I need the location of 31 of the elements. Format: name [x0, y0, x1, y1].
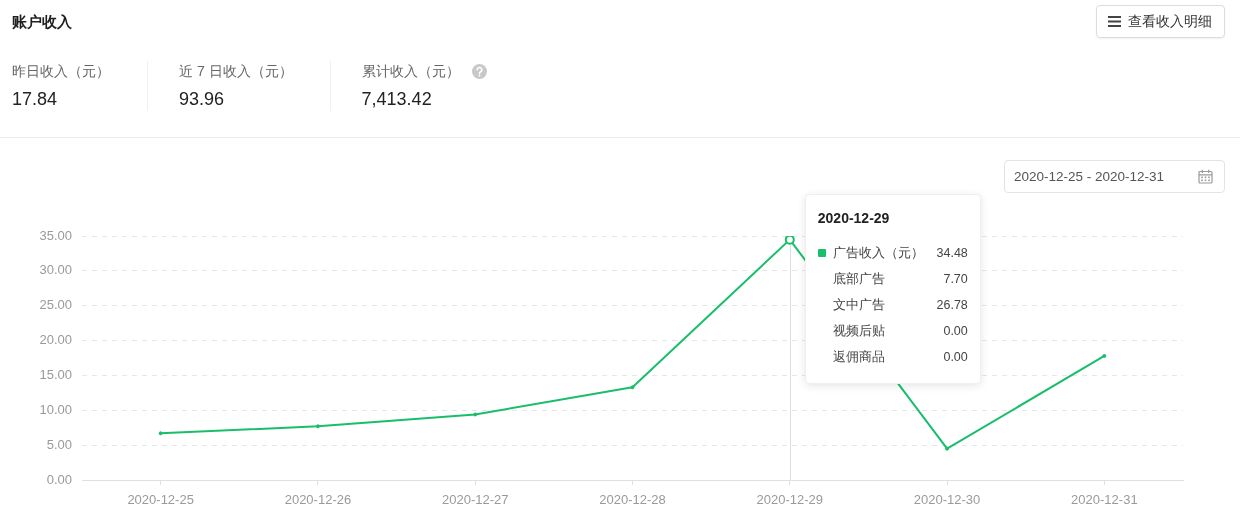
y-tick-label: 10.00: [39, 401, 72, 417]
legend-label: 广告收入（元）: [832, 244, 924, 262]
y-tick-label: 0.00: [46, 471, 72, 487]
text: 视频后贴 0.00: [832, 323, 968, 338]
x-tick-label: 2020-12-27: [441, 492, 509, 508]
text: 7,413.42: [361, 88, 433, 111]
y-tick-label: 25.00: [39, 297, 72, 313]
text: 账户收入: [12, 12, 72, 32]
text: 昨日收入（元）: [12, 62, 110, 81]
x-tick-label: 2020-12-29: [756, 492, 824, 508]
text: 17.84: [12, 88, 59, 111]
text: 查看收入明细: [1128, 12, 1212, 31]
x-tick-label: 2020-12-25: [127, 492, 194, 508]
y-tick-label: 5.00: [46, 436, 72, 452]
text: 93.96: [179, 88, 226, 111]
annotation: 2020-12-29: [817, 208, 891, 228]
text: 底部广告 7.70: [832, 271, 968, 286]
y-tick-label: 15.00: [39, 367, 72, 383]
y-tick-label: 20.00: [39, 332, 72, 348]
text: 2020-12-25 - 2020-12-31: [1014, 169, 1165, 184]
text: 文中广告 26.78: [832, 297, 968, 312]
text: 近 7 日收入（元）: [179, 62, 293, 81]
text: 累计收入（元）: [361, 62, 460, 81]
x-tick-label: 2020-12-31: [1071, 492, 1138, 508]
x-tick-label: 2020-12-28: [599, 492, 666, 508]
x-tick-label: 2020-12-30: [913, 492, 981, 508]
y-tick-label: 30.00: [39, 262, 72, 278]
x-tick-label: 2020-12-26: [284, 492, 352, 508]
annotation: 34.48: [936, 244, 968, 262]
text: 返佣商品 0.00: [832, 349, 968, 364]
y-tick-label: 35.00: [39, 227, 72, 243]
